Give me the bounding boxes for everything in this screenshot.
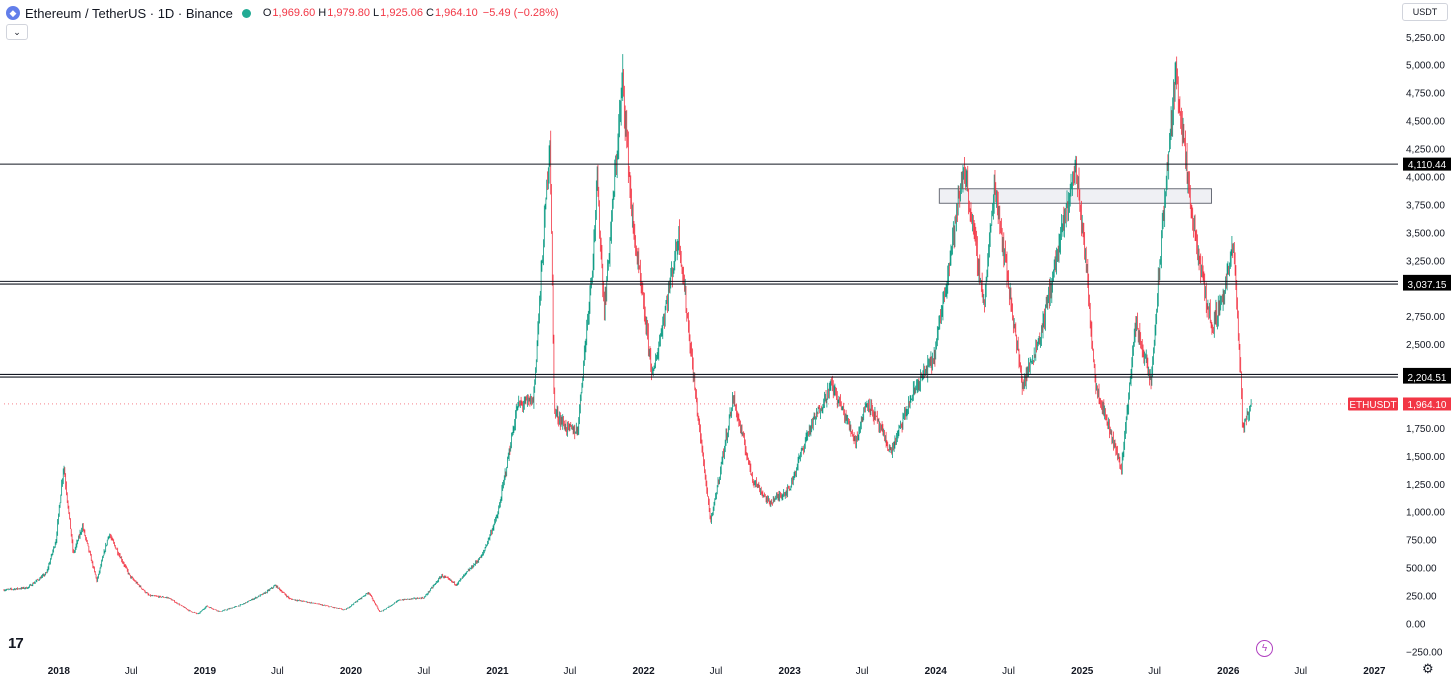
open-key: O bbox=[262, 7, 272, 19]
close-key: C bbox=[425, 7, 434, 19]
y-tick-label: 1,250.00 bbox=[1406, 480, 1445, 491]
horizontal-line-label-0: 4,110.44 bbox=[1408, 160, 1447, 171]
x-tick-label: 2023 bbox=[779, 666, 802, 677]
x-tick-label: 2018 bbox=[48, 666, 71, 677]
change-value: −5.49 (−0.28%) bbox=[482, 7, 559, 19]
horizontal-line-label-bg-2 bbox=[1403, 277, 1451, 291]
market-status-icon[interactable] bbox=[241, 8, 251, 18]
close-value: 1,964.10 bbox=[434, 7, 478, 19]
x-tick-label: 2024 bbox=[925, 666, 948, 677]
horizontal-line-label-2: 3,037.15 bbox=[1408, 280, 1447, 291]
y-tick-label: 4,250.00 bbox=[1406, 145, 1445, 156]
x-tick-label: Jul bbox=[1148, 666, 1161, 677]
y-tick-label: 1,500.00 bbox=[1406, 452, 1445, 463]
symbol-tag: ETHUSDT bbox=[1349, 400, 1396, 411]
high-key: H bbox=[318, 7, 327, 19]
y-tick-label: 500.00 bbox=[1406, 564, 1437, 575]
resistance-zone[interactable] bbox=[938, 188, 1212, 204]
last-price-label: 1,964.10 bbox=[1408, 400, 1447, 411]
y-tick-label: 1,750.00 bbox=[1406, 424, 1445, 435]
y-tick-label: 3,250.00 bbox=[1406, 256, 1445, 267]
x-tick-label: 2021 bbox=[486, 666, 509, 677]
symbol-header: ◆ Ethereum / TetherUS · 1D · Binance O 1,… bbox=[6, 4, 559, 22]
x-tick-label: Jul bbox=[417, 666, 430, 677]
y-tick-label: 5,250.00 bbox=[1406, 33, 1445, 44]
x-tick-label: Jul bbox=[856, 666, 869, 677]
ethereum-logo-icon: ◆ bbox=[6, 6, 20, 20]
currency-button[interactable]: USDT bbox=[1402, 3, 1448, 21]
tradingview-logo-icon[interactable]: 17 bbox=[8, 635, 24, 652]
horizontal-line-label-bg-0 bbox=[1403, 157, 1451, 171]
y-tick-label: 0.00 bbox=[1406, 619, 1426, 630]
last-price-label-bg bbox=[1403, 397, 1451, 411]
y-tick-label: 250.00 bbox=[1406, 592, 1437, 603]
x-tick-label: 2020 bbox=[340, 666, 363, 677]
x-tick-label: Jul bbox=[710, 666, 723, 677]
x-tick-label: Jul bbox=[564, 666, 577, 677]
x-tick-label: Jul bbox=[1294, 666, 1307, 677]
y-tick-label: 5,000.00 bbox=[1406, 61, 1445, 72]
y-tick-label: 3,500.00 bbox=[1406, 228, 1445, 239]
x-tick-label: 2019 bbox=[194, 666, 217, 677]
y-tick-label: 4,750.00 bbox=[1406, 89, 1445, 100]
y-tick-label: −250.00 bbox=[1406, 647, 1443, 658]
horizontal-line-label-4: 2,204.51 bbox=[1408, 373, 1447, 384]
x-tick-label: 2025 bbox=[1071, 666, 1094, 677]
x-tick-label: 2027 bbox=[1363, 666, 1386, 677]
x-tick-label: 2022 bbox=[632, 666, 655, 677]
symbol-title[interactable]: Ethereum / TetherUS · 1D · Binance bbox=[25, 5, 233, 21]
y-tick-label: 3,750.00 bbox=[1406, 200, 1445, 211]
gear-icon[interactable]: ⚙ bbox=[1422, 661, 1434, 676]
low-value: 1,925.06 bbox=[380, 7, 423, 19]
y-tick-label: 750.00 bbox=[1406, 536, 1437, 547]
low-key: L bbox=[373, 7, 380, 19]
symbol-tag-bg bbox=[1348, 397, 1398, 411]
horizontal-line-label-bg-4 bbox=[1403, 370, 1451, 384]
y-tick-label: 4,000.00 bbox=[1406, 172, 1445, 183]
x-tick-label: Jul bbox=[125, 666, 138, 677]
y-tick-label: 2,750.00 bbox=[1406, 312, 1445, 323]
lightning-icon[interactable]: ϟ bbox=[1256, 640, 1273, 657]
chevron-down-icon[interactable]: ⌄ bbox=[6, 24, 28, 40]
x-tick-label: Jul bbox=[1002, 666, 1015, 677]
high-value: 1,979.80 bbox=[327, 7, 371, 19]
open-value: 1,969.60 bbox=[272, 7, 316, 19]
y-tick-label: 2,500.00 bbox=[1406, 340, 1445, 351]
y-tick-label: 1,000.00 bbox=[1406, 508, 1445, 519]
x-tick-label: Jul bbox=[271, 666, 284, 677]
y-tick-label: 4,500.00 bbox=[1406, 117, 1445, 128]
x-tick-label: 2026 bbox=[1217, 666, 1240, 677]
